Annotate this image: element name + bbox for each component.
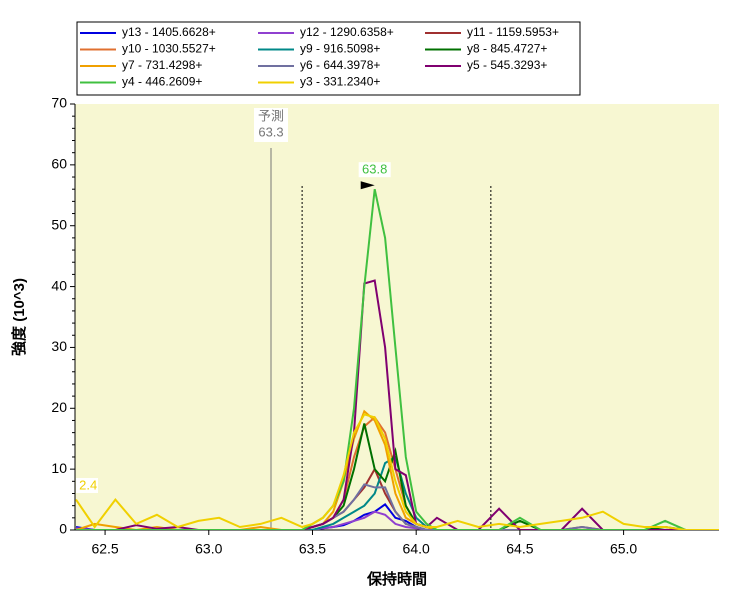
x-axis-label: 保持時間: [366, 570, 427, 588]
legend-label: y5 - 545.3293+: [467, 58, 547, 72]
peak-label-bg: [358, 162, 391, 178]
series-line: [75, 503, 719, 530]
legend: y13 - 1405.6628+ y12 - 1290.6358+ y11 - 11…: [80, 25, 559, 89]
series-group: [75, 188, 719, 530]
legend-label: y11 - 1159.5953+: [467, 25, 559, 39]
x-tick-label: 64.5: [506, 541, 533, 557]
legend-label: y7 - 731.4298+: [122, 58, 202, 72]
series-line: [75, 413, 719, 530]
peak-marker: [360, 181, 375, 190]
legend-label: y3 - 331.2340+: [300, 75, 380, 89]
legend-label: y8 - 845.4727+: [467, 42, 547, 56]
y-axis-label: 強度 (10^3): [10, 278, 28, 356]
series-line: [76, 415, 719, 530]
series-line: [76, 455, 719, 530]
predicted-label: 予測: [258, 108, 284, 123]
legend-label: y12 - 1290.6358+: [300, 25, 394, 39]
x-tick-label: 63.5: [299, 541, 326, 557]
peak-label: 63.8: [362, 162, 387, 177]
y-tick-label: 40: [51, 277, 67, 293]
series-line: [76, 279, 719, 530]
y-tick-label: 0: [59, 521, 67, 537]
legend-label: y10 - 1030.5527+: [122, 42, 216, 56]
series-line: [76, 483, 719, 530]
x-tick-label: 64.0: [403, 541, 430, 557]
legend-label: y6 - 644.3978+: [300, 58, 380, 72]
predicted-value: 63.3: [258, 124, 283, 139]
x-tick-label: 62.5: [91, 541, 118, 557]
series-line: [76, 188, 719, 530]
y-tick-label: 10: [51, 460, 67, 476]
edge-label: 2.4: [79, 477, 97, 492]
legend-label: y4 - 446.2609+: [122, 75, 202, 89]
y-tick-label: 70: [51, 95, 67, 111]
y-tick-label: 50: [51, 216, 67, 232]
edge-label-bg: [76, 478, 98, 493]
series-line: [75, 409, 719, 530]
predicted-label-bg: [254, 108, 288, 142]
legend-label: y13 - 1405.6628+: [122, 25, 216, 39]
y-tick-label: 20: [51, 399, 67, 415]
series-line: [76, 423, 719, 530]
y-tick-label: 30: [51, 338, 67, 354]
y-tick-label: 60: [51, 156, 67, 172]
x-tick-label: 65.0: [610, 541, 637, 557]
x-tick-label: 63.0: [195, 541, 222, 557]
legend-box: [76, 21, 581, 96]
legend-label: y9 - 916.5098+: [300, 42, 380, 56]
series-line: [75, 510, 719, 530]
